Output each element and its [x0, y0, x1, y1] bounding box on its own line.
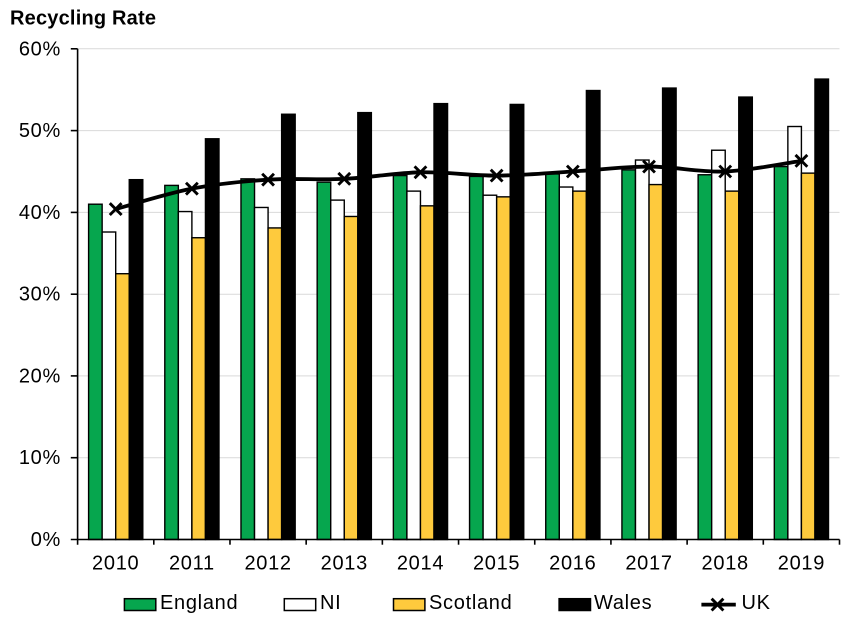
- svg-text:2011: 2011: [169, 553, 215, 575]
- svg-text:30%: 30%: [19, 284, 61, 306]
- svg-text:UK: UK: [742, 592, 771, 614]
- svg-text:2015: 2015: [473, 553, 520, 575]
- svg-text:60%: 60%: [19, 38, 61, 60]
- svg-text:2016: 2016: [549, 553, 596, 575]
- svg-text:2013: 2013: [321, 553, 368, 575]
- svg-text:2010: 2010: [92, 553, 139, 575]
- svg-text:50%: 50%: [19, 120, 61, 142]
- svg-text:2017: 2017: [625, 553, 672, 575]
- svg-text:Scotland: Scotland: [429, 592, 512, 614]
- svg-text:2014: 2014: [397, 553, 444, 575]
- svg-text:NI: NI: [320, 592, 341, 614]
- svg-text:20%: 20%: [19, 365, 61, 387]
- svg-text:10%: 10%: [19, 447, 61, 469]
- svg-text:0%: 0%: [31, 529, 61, 551]
- svg-text:40%: 40%: [19, 202, 61, 224]
- svg-text:Recycling Rate: Recycling Rate: [10, 8, 156, 30]
- svg-text:2019: 2019: [778, 553, 825, 575]
- svg-text:2018: 2018: [702, 553, 749, 575]
- svg-text:2012: 2012: [244, 553, 291, 575]
- svg-text:England: England: [160, 592, 238, 614]
- svg-text:Wales: Wales: [594, 592, 652, 614]
